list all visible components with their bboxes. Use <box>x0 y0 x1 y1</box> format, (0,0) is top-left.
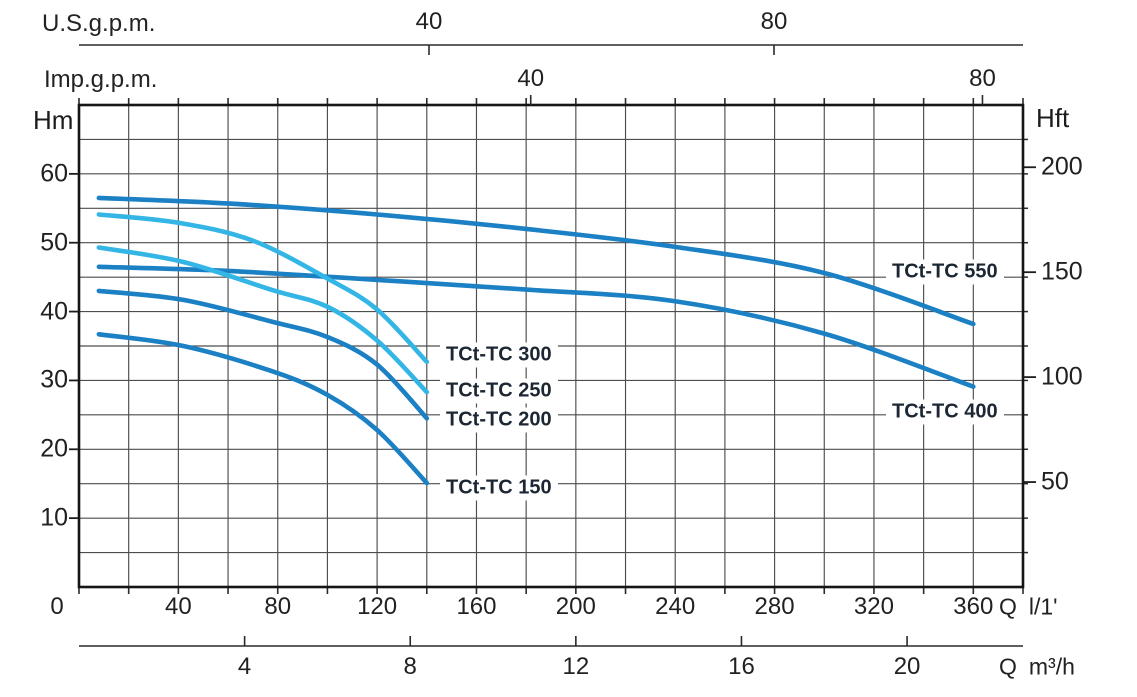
flow-lmin-tick-label: 360 <box>953 593 994 620</box>
curve-label: TCt-TC 200 <box>440 407 558 433</box>
flow-lmin-tick-label: 40 <box>165 593 192 620</box>
pump-curve <box>96 195 976 327</box>
imp-gpm-tick-label: 80 <box>969 65 996 92</box>
plot-border <box>77 103 1025 589</box>
flow-lmin-tick-label: 0 <box>50 593 64 620</box>
curve-label: TCt-TC 300 <box>440 342 558 368</box>
flow-m3h-tick-label: 4 <box>237 653 252 680</box>
imp-gpm-axis-label: Imp.g.p.m. <box>44 66 158 93</box>
head-ft-tick-label: 100 <box>1041 362 1083 391</box>
flow-m3h-tick-label: 12 <box>562 653 590 680</box>
curve-label: TCt-TC 150 <box>440 475 558 501</box>
head-m-tick-label: 30 <box>40 365 68 394</box>
head-ft-tick-label: 50 <box>1041 467 1069 496</box>
head-feet-axis-label: Hft <box>1036 103 1070 133</box>
pump-curve <box>96 331 430 486</box>
flow-lmin-tick-label: 80 <box>264 593 292 620</box>
m3h-unit: m³/h <box>1028 653 1075 680</box>
curve-label: TCt-TC 250 <box>440 378 558 404</box>
pump-curve <box>96 264 976 389</box>
head-m-tick-label: 50 <box>40 228 68 257</box>
head-m-tick-label: 10 <box>40 503 68 532</box>
q-symbol-m3h: Q <box>999 653 1017 680</box>
flow-lmin-tick-label: 320 <box>853 593 894 620</box>
head-m-tick-label: 40 <box>40 297 68 326</box>
pump-curve <box>96 212 430 365</box>
flow-lmin-tick-label: 240 <box>655 593 696 620</box>
pump-curve <box>96 288 430 421</box>
flow-m3h-tick-label: 16 <box>728 653 755 680</box>
flow-lmin-tick-label: 280 <box>754 593 795 620</box>
head-meters-axis-label: Hm <box>33 105 74 135</box>
flow-m3h-tick-label: 8 <box>403 653 417 680</box>
flow-m3h-tick-label: 20 <box>893 653 921 680</box>
us-gpm-axis-label: U.S.g.p.m. <box>42 10 156 37</box>
pump-curve <box>96 245 430 395</box>
flow-lmin-tick-label: 200 <box>555 593 596 620</box>
us-gpm-tick-label: 40 <box>415 8 443 35</box>
lmin-unit: l/1' <box>1028 593 1058 620</box>
head-m-tick-label: 60 <box>40 159 68 188</box>
head-ft-tick-label: 150 <box>1041 257 1083 286</box>
flow-lmin-tick-label: 160 <box>456 593 497 620</box>
q-symbol: Q <box>999 593 1017 620</box>
head-m-tick-label: 20 <box>40 434 68 463</box>
us-gpm-tick-label: 80 <box>760 8 788 35</box>
imp-gpm-tick-label: 40 <box>517 65 545 92</box>
head-ft-tick-label: 200 <box>1041 152 1083 181</box>
flow-lmin-tick-label: 120 <box>357 593 398 620</box>
curve-label: TCt-TC 400 <box>886 399 1004 425</box>
curve-label: TCt-TC 550 <box>886 259 1004 285</box>
